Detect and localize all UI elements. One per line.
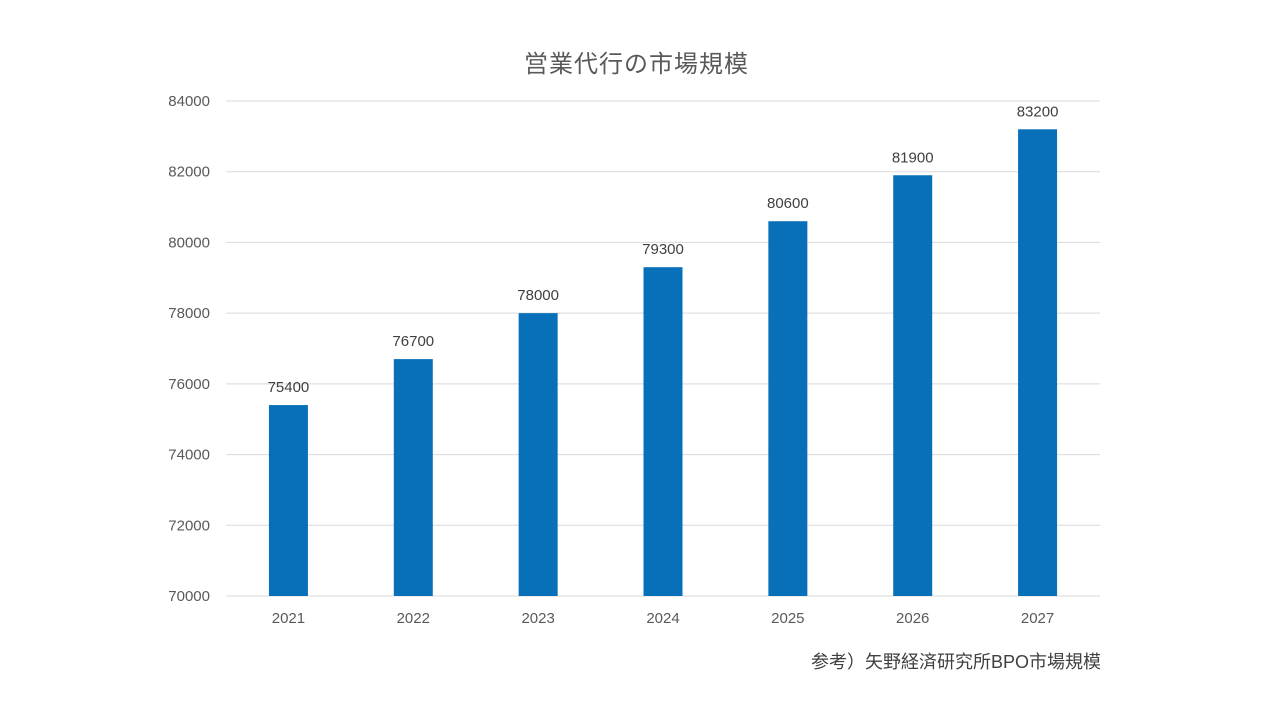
source-note: 参考）矢野経済研究所BPO市場規模	[810, 652, 1101, 672]
bar-2027	[1018, 129, 1058, 597]
y-axis-ticks: 70000 72000 74000 76000 78000 80000 82000 84000	[168, 93, 210, 605]
y-tick-label: 80000	[168, 234, 210, 251]
x-tick-label: 2024	[646, 610, 679, 627]
bar-2023	[518, 313, 558, 596]
bars: 75400 76700 78000 79300 80600 81900 83200	[268, 103, 1059, 597]
data-label-2021: 75400	[268, 379, 310, 396]
chart-title: 営業代行の市場規模	[524, 51, 749, 78]
y-tick-label: 84000	[168, 93, 210, 110]
data-label-2025: 80600	[767, 195, 809, 212]
data-label-2023: 78000	[517, 287, 559, 304]
bar-2025	[768, 221, 808, 596]
x-tick-label: 2022	[397, 610, 430, 627]
x-tick-label: 2026	[896, 610, 929, 627]
bar-2021	[268, 405, 308, 596]
y-tick-label: 76000	[168, 376, 210, 393]
x-tick-label: 2023	[521, 610, 554, 627]
data-label-2022: 76700	[392, 333, 434, 350]
bar-2026	[893, 175, 933, 596]
data-label-2024: 79300	[642, 241, 684, 258]
bar-2022	[393, 359, 433, 596]
data-label-2026: 81900	[892, 149, 934, 166]
x-tick-label: 2021	[272, 610, 305, 627]
x-tick-label: 2027	[1021, 610, 1054, 627]
x-tick-label: 2025	[771, 610, 804, 627]
y-tick-label: 74000	[168, 447, 210, 464]
bar-2024	[643, 267, 683, 596]
x-axis-ticks: 2021 2022 2023 2024 2025 2026 2027	[272, 610, 1055, 627]
y-tick-label: 72000	[168, 517, 210, 534]
y-tick-label: 82000	[168, 164, 210, 181]
data-label-2027: 83200	[1017, 103, 1059, 120]
y-tick-label: 70000	[168, 588, 210, 605]
y-tick-label: 78000	[168, 305, 210, 322]
